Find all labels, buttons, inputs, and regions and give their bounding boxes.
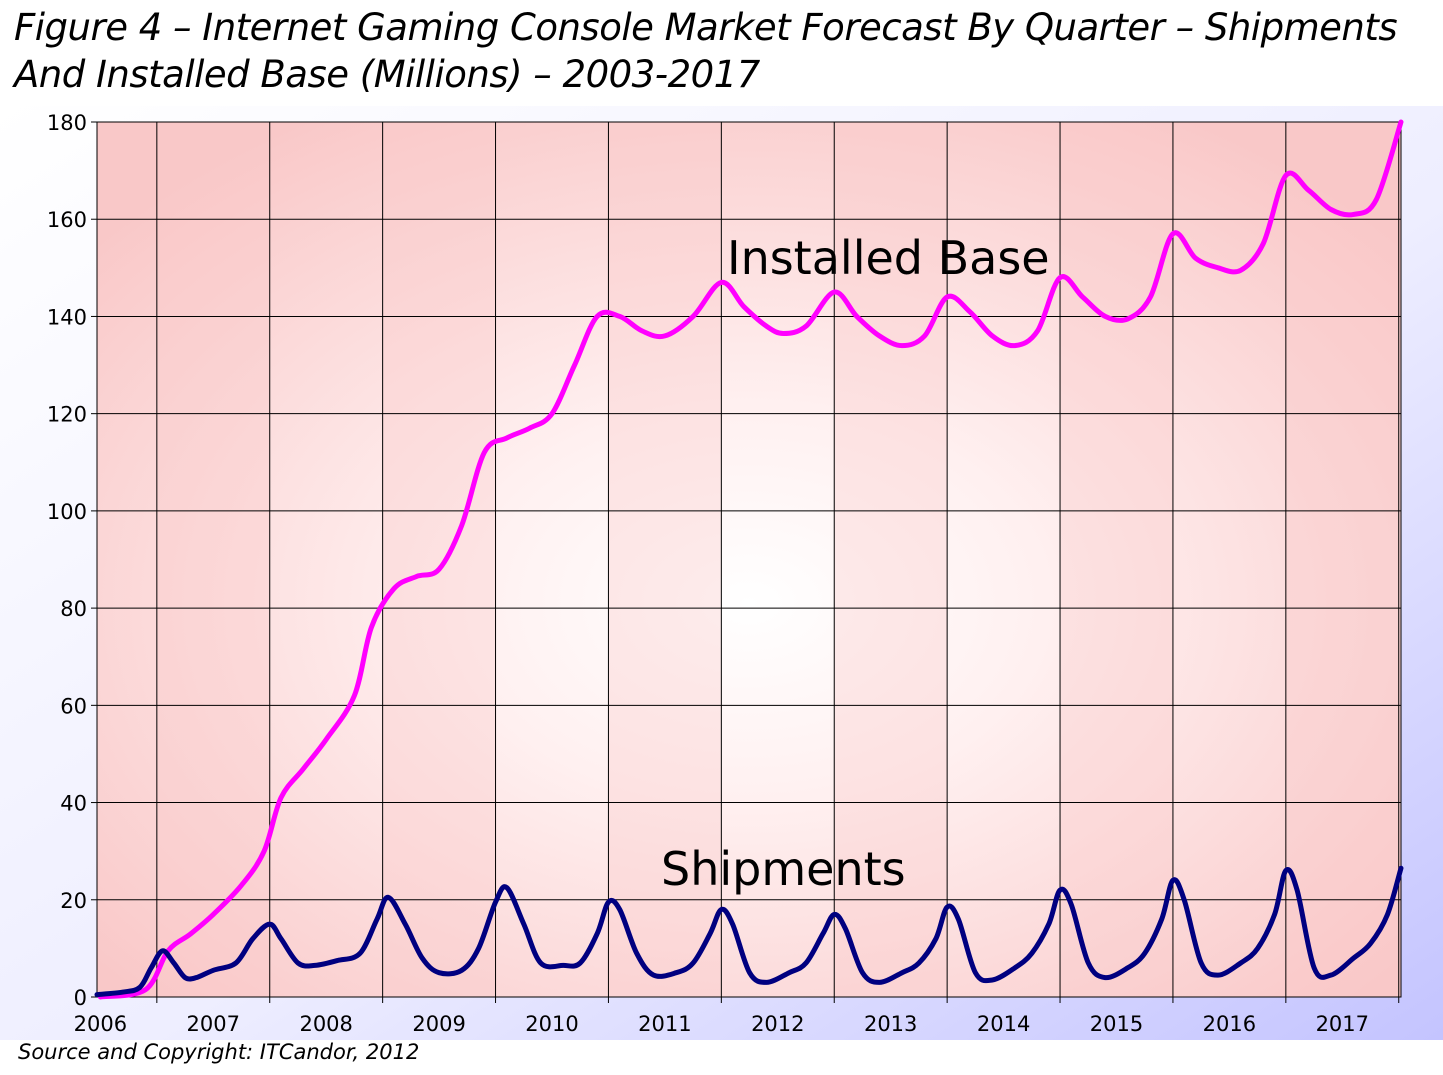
y-tick-label: 100 <box>47 500 87 524</box>
x-axis: 2006 2007 2008 2009 2010 2011 2012 2013 2014 2015… <box>74 997 1400 1036</box>
x-tick-label: 2009 <box>412 1012 465 1036</box>
year-band <box>834 122 948 997</box>
y-tick-label: 120 <box>47 403 87 427</box>
x-tick-label: 2016 <box>1203 1012 1256 1036</box>
x-tick-label: 2010 <box>525 1012 578 1036</box>
y-tick-label: 40 <box>60 792 87 816</box>
year-band <box>1060 122 1173 997</box>
year-band <box>382 122 496 997</box>
y-tick-label: 0 <box>74 986 87 1010</box>
year-band <box>1285 122 1399 997</box>
x-tick-label: 2015 <box>1090 1012 1143 1036</box>
installed-base-annotation: Installed Base <box>727 231 1050 285</box>
chart-title-line-1: Figure 4 – Internet Gaming Console Marke… <box>14 6 1398 49</box>
installed-base-line <box>97 119 1404 1000</box>
year-band <box>156 122 270 997</box>
x-tick-label: 2008 <box>299 1012 352 1036</box>
x-tick-label: 2017 <box>1316 1012 1369 1036</box>
y-axis: 0 20 40 60 80 100 120 140 160 180 <box>47 111 97 1010</box>
y-tick-label: 160 <box>47 208 87 232</box>
grid <box>97 121 1401 998</box>
chart-title: Figure 4 – Internet Gaming Console Marke… <box>14 4 1398 98</box>
year-band <box>608 122 722 997</box>
x-tick-label: 2014 <box>977 1012 1030 1036</box>
y-tick-label: 140 <box>47 305 87 329</box>
x-tick-label: 2011 <box>638 1012 691 1036</box>
source-note: Source and Copyright: ITCandor, 2012 <box>18 1040 420 1064</box>
x-tick-label: 2007 <box>187 1012 240 1036</box>
y-tick-label: 20 <box>60 889 87 913</box>
x-tick-label: 2012 <box>751 1012 804 1036</box>
y-tick-label: 180 <box>47 111 87 135</box>
x-tick-label: 2006 <box>74 1012 127 1036</box>
x-tick-label: 2013 <box>864 1012 917 1036</box>
series-layer <box>94 119 1404 1000</box>
shipments-line <box>94 865 1404 998</box>
chart-title-line-2: And Installed Base (Millions) – 2003-201… <box>14 53 760 96</box>
shipments-annotation: Shipments <box>661 842 906 896</box>
y-tick-label: 80 <box>60 597 87 621</box>
y-tick-label: 60 <box>60 694 87 718</box>
plot-area <box>96 121 1402 998</box>
